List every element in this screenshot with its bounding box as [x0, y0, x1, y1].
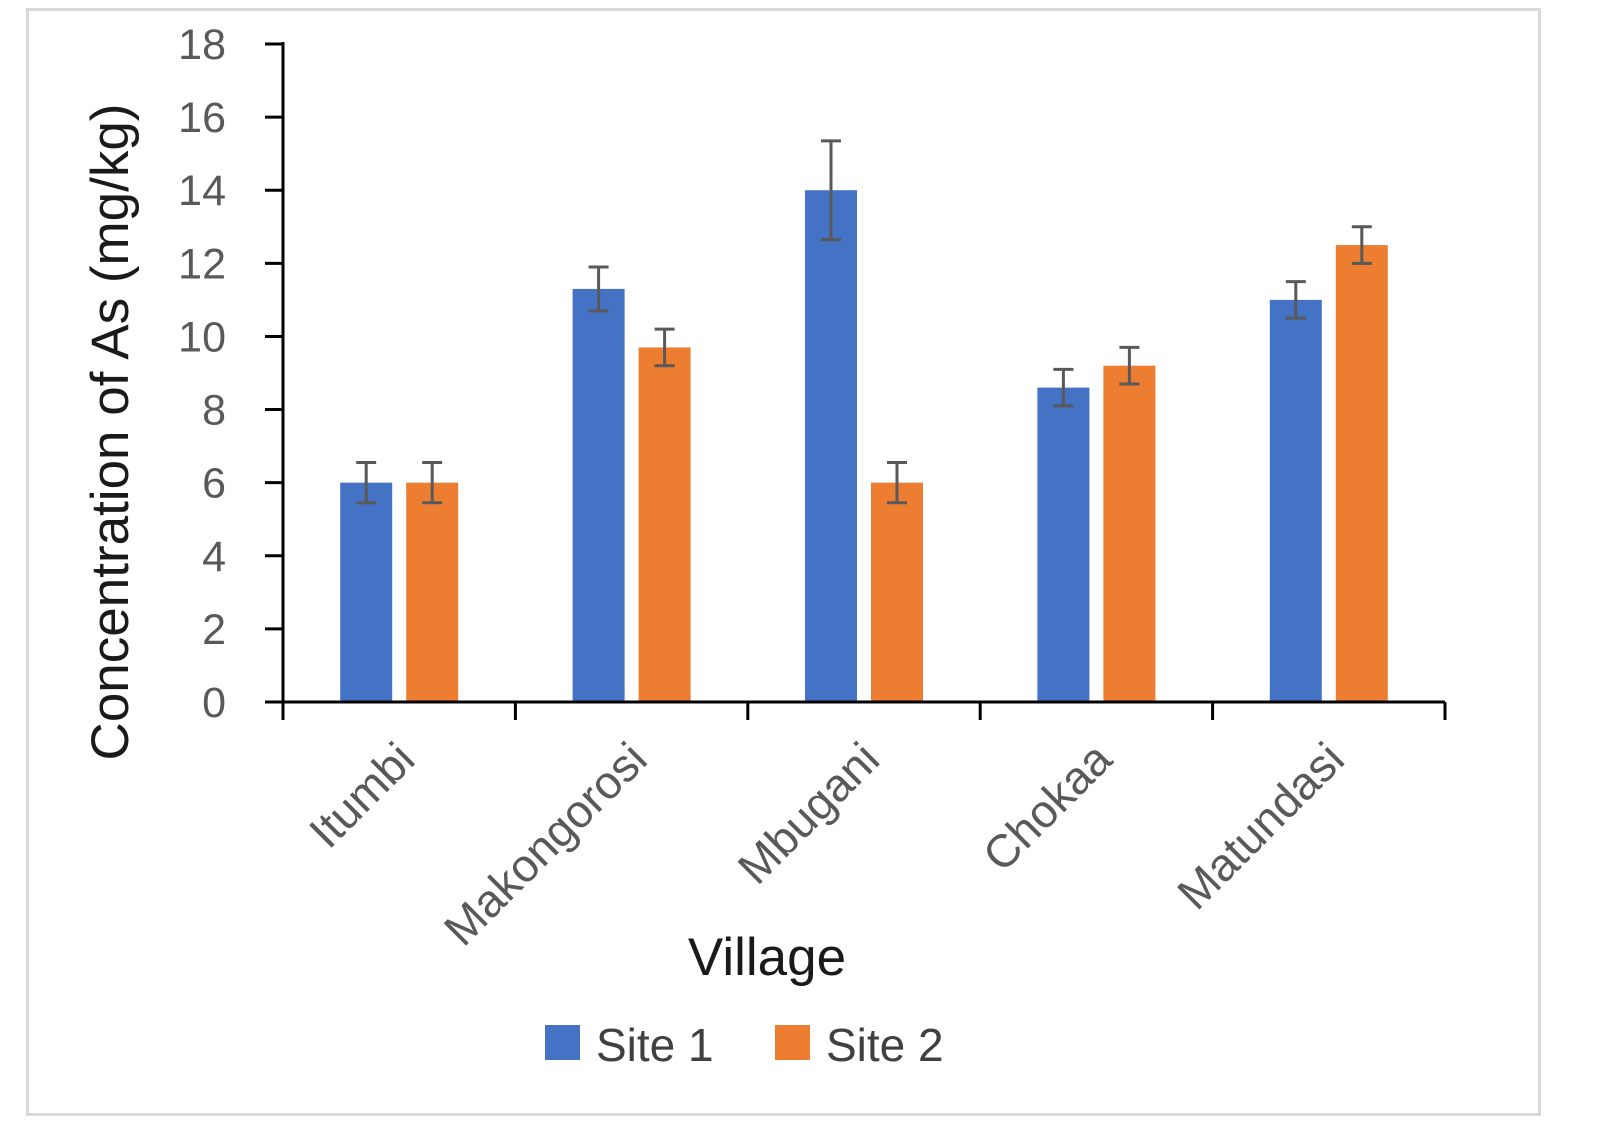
x-axis-title: Village: [688, 928, 846, 987]
legend-label-site-1: Site 1: [596, 1019, 714, 1071]
bar-site-2-mbugani: [871, 482, 923, 702]
x-tick-label-makongorosi: Makongorosi: [434, 732, 657, 955]
legend: Site 1 Site 2: [545, 1019, 944, 1071]
bars-layer: [340, 190, 1388, 703]
axes-layer: [265, 42, 1447, 720]
legend-swatch-site-1: [545, 1025, 580, 1060]
bar-site-2-matundasi: [1335, 245, 1388, 703]
bar-site-2-makongorosi: [638, 347, 691, 702]
legend-swatch-site-2: [775, 1025, 810, 1060]
legend-label-site-2: Site 2: [826, 1019, 944, 1071]
y-tick-label: 16: [178, 94, 226, 142]
y-tick-label: 4: [202, 533, 226, 581]
x-tick-label-chokaa: Chokaa: [973, 732, 1122, 881]
x-tick-label-mbugani: Mbugani: [728, 732, 890, 894]
bar-site-2-chokaa: [1103, 365, 1156, 702]
y-tick-label: 6: [202, 460, 226, 508]
error-bars-layer: [356, 139, 1372, 505]
x-tick-label-itumbi: Itumbi: [299, 732, 424, 857]
y-tick-label: 2: [202, 606, 226, 654]
bar-site-1-itumbi: [340, 482, 393, 702]
y-tick-label: 0: [202, 679, 226, 727]
bar-site-1-chokaa: [1037, 387, 1090, 702]
y-axis-title: Concentration of As (mg/kg): [81, 104, 140, 761]
y-tick-label: 12: [178, 240, 226, 288]
y-tick-label: 18: [178, 21, 226, 69]
bar-site-2-itumbi: [406, 482, 459, 702]
y-tick-label: 8: [202, 387, 226, 435]
bar-site-1-makongorosi: [572, 288, 625, 702]
x-tick-label-matundasi: Matundasi: [1167, 732, 1354, 919]
y-tick-label: 10: [178, 313, 226, 361]
y-tick-label: 14: [178, 167, 226, 215]
bar-site-1-mbugani: [805, 190, 857, 702]
bar-site-1-matundasi: [1269, 299, 1322, 702]
